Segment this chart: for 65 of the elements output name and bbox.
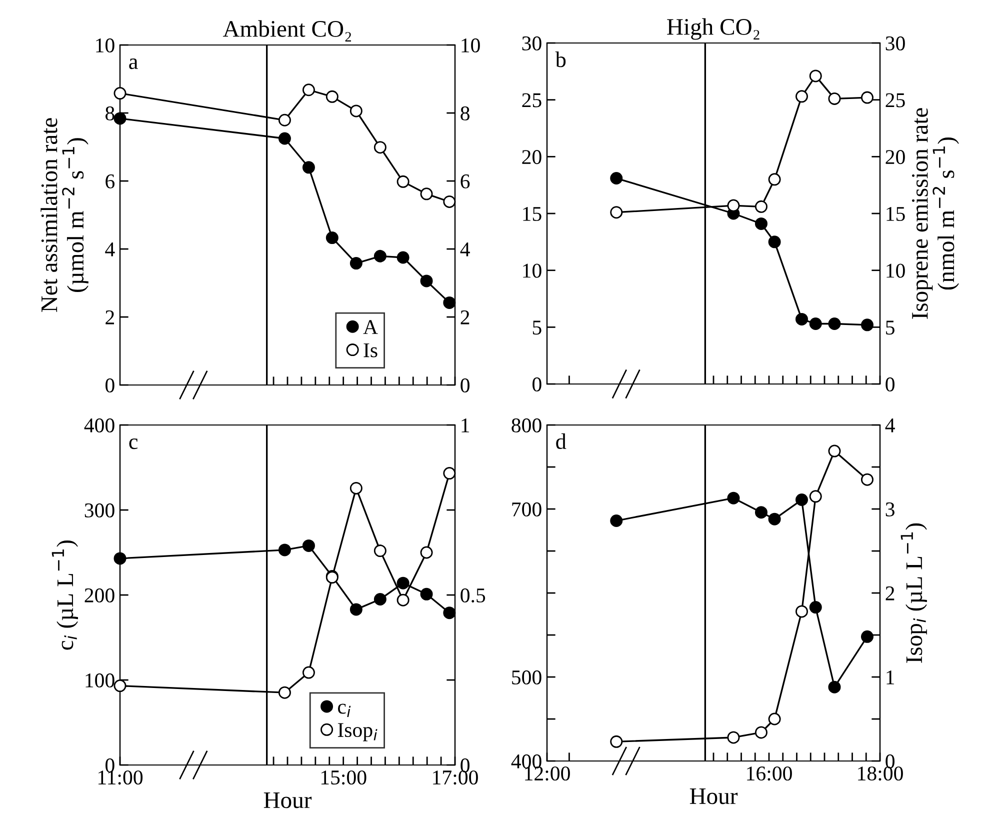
y2-axis-title: Isoprene emission rate (nmol m$^{−2}$ s$^{−1}$)	[912, 108, 959, 319]
annotation: a	[129, 58, 138, 70]
y2-tick-label: 15	[886, 206, 905, 221]
x-tick-label: 18:00	[858, 766, 903, 781]
y-tick-label: 10	[96, 38, 114, 52]
x-tick-label: 15:00	[321, 770, 366, 785]
x-tick-label: 11:00	[98, 770, 143, 785]
y-tick-label: 25	[522, 93, 542, 108]
y2-tick-label: 25	[886, 93, 905, 108]
y2-tick-label: 1	[886, 670, 894, 684]
y2-tick-label: 3	[886, 502, 894, 516]
y-tick-label: 15	[523, 206, 542, 221]
legend-label: Is	[364, 343, 378, 358]
y-tick-label: 500	[512, 670, 542, 684]
y-tick-label: 8	[106, 106, 114, 120]
y2-tick-label: 4	[460, 242, 470, 256]
y2-tick-label: 1	[462, 418, 470, 432]
y2-tick-label: 0	[886, 377, 894, 392]
y2-tick-label: 2	[460, 310, 470, 324]
y2-tick-label: 4	[885, 418, 895, 432]
y2-tick-label: 0	[460, 758, 470, 772]
x-tick-label: 16:00	[747, 766, 792, 781]
y-tick-label: 400	[84, 418, 114, 432]
x-axis-title: Hour	[264, 792, 312, 808]
legend-label: A	[363, 320, 378, 334]
y-tick-label: 800	[512, 418, 542, 432]
y-tick-label: 400	[511, 754, 542, 768]
y2-axis-title: Isop$_{i}$ (µL L$^{−1}$)	[900, 523, 927, 663]
y-tick-label: 4	[105, 242, 115, 256]
y-axis-title: c$_{i}$ (µL L$^{−1}$)	[52, 540, 78, 650]
y-tick-label: 0	[106, 758, 114, 772]
x-tick-label: 12:00	[525, 766, 570, 781]
y-tick-label: 100	[86, 673, 114, 688]
y-tick-label: 300	[84, 503, 114, 518]
y-tick-label: 700	[512, 502, 542, 516]
y-tick-label: 0	[106, 378, 114, 392]
x-axis-title: Hour	[690, 788, 738, 804]
y2-tick-label: 2	[886, 586, 894, 600]
y-tick-label: 2	[106, 310, 114, 324]
legend-label: Isop$_{i}$	[338, 723, 378, 742]
y-axis-title: Net assimilation rate (µmol m$^{−2}$ s$^{−1}$)	[40, 118, 88, 312]
y2-tick-label: 30	[886, 36, 905, 50]
y2-tick-label: 0	[460, 378, 470, 392]
y2-tick-label: 5	[886, 320, 894, 335]
y2-tick-label: 8	[460, 106, 470, 120]
legend-label: c$_{i}$	[338, 704, 351, 717]
y-tick-label: 20	[522, 150, 542, 164]
annotation: b	[555, 52, 566, 68]
y2-tick-label: 0.5	[460, 588, 486, 603]
annotation: c	[129, 438, 138, 450]
y2-tick-label: 20	[886, 150, 905, 164]
x-tick-label: 17:00	[433, 770, 478, 785]
y-tick-label: 6	[106, 174, 115, 188]
y-tick-label: 0	[532, 377, 542, 392]
y-tick-label: 30	[522, 36, 542, 50]
y2-tick-label: 0	[886, 754, 894, 768]
y2-tick-label: 10	[462, 38, 480, 52]
y-tick-label: 10	[523, 264, 542, 278]
y-tick-label: 200	[84, 588, 114, 602]
chart-title: Ambient CO₂	[222, 20, 351, 42]
chart-title: High CO₂	[667, 18, 760, 40]
annotation: d	[556, 433, 566, 450]
y2-tick-label: 10	[886, 264, 905, 278]
y-tick-label: 5	[532, 320, 542, 335]
y2-tick-label: 6	[460, 174, 470, 188]
